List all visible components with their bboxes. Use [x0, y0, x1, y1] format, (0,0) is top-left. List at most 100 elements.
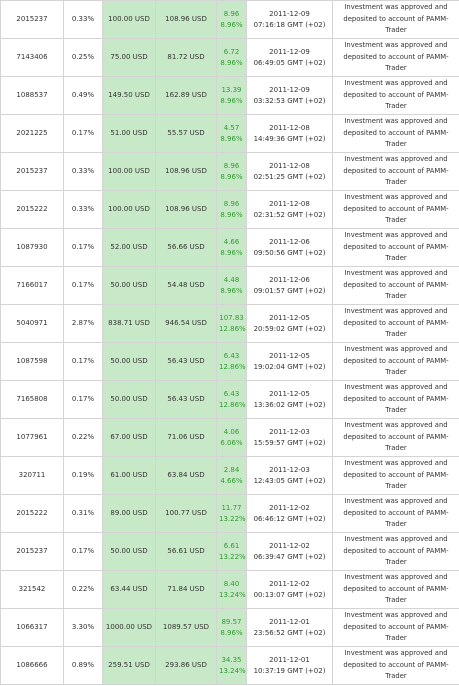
- date: 2011-12-09: [269, 85, 310, 94]
- share-cell: 3.30%: [63, 608, 103, 647]
- date: 2011-12-02: [269, 503, 310, 512]
- time: 03:32:53 GMT (+02): [253, 96, 326, 105]
- share-cell: 0.33%: [63, 0, 103, 39]
- date: 2011-12-05: [269, 389, 310, 398]
- date-cell: 2011-12-05 20:59:02 GMT (+02): [246, 304, 333, 343]
- invested-cell: 838.71 USD: [102, 304, 156, 343]
- share-cell: 0.17%: [63, 342, 103, 381]
- time: 10:37:19 GMT (+02): [253, 666, 326, 675]
- account-cell: 320711: [0, 456, 64, 495]
- result-cell: 71.06 USD: [155, 418, 217, 457]
- invested-cell: 1000.00 USD: [102, 608, 156, 647]
- share-cell: 0.31%: [63, 494, 103, 533]
- invested-cell: 63.44 USD: [102, 570, 156, 609]
- time: 06:49:05 GMT (+02): [253, 58, 326, 67]
- profit-percent: 8.96%: [220, 210, 243, 219]
- time: 00:13:07 GMT (+02): [253, 590, 326, 599]
- result-cell: 108.96 USD: [155, 190, 217, 229]
- invested-cell: 52.00 USD: [102, 228, 156, 267]
- profit-percent: 12.86%: [219, 400, 246, 409]
- invested-cell: 67.00 USD: [102, 418, 156, 457]
- invested-cell: 100.00 USD: [102, 152, 156, 191]
- account-cell: 1087598: [0, 342, 64, 381]
- profit-percent: 8.96%: [220, 96, 243, 105]
- account-cell: 2015222: [0, 494, 64, 533]
- profit: 13.39: [221, 85, 242, 94]
- time: 09:50:56 GMT (+02): [253, 248, 326, 257]
- result-cell: 1089.57 USD: [155, 608, 217, 647]
- date-cell: 2011-12-08 02:51:25 GMT (+02): [246, 152, 333, 191]
- time: 02:51:25 GMT (+02): [253, 172, 326, 181]
- profit: 4.57: [223, 123, 240, 132]
- date: 2011-12-03: [269, 427, 310, 436]
- row: 7143406 0.25% 75.00 USD 81.72 USD 6.72 8.96% 2…: [0, 38, 459, 77]
- profit-percent: 8.96%: [220, 248, 243, 257]
- invested-cell: 89.00 USD: [102, 494, 156, 533]
- profit-cell: 4.06 6.06%: [216, 418, 247, 457]
- share-cell: 0.17%: [63, 266, 103, 305]
- share-cell: 0.22%: [63, 418, 103, 457]
- profit: 2.84: [223, 465, 240, 474]
- row: 1077961 0.22% 67.00 USD 71.06 USD 4.06 6.06% 2…: [0, 418, 459, 457]
- profit: 34.35: [221, 655, 242, 664]
- profit-cell: 6.61 13.22%: [216, 532, 247, 571]
- row: 7165808 0.17% 50.00 USD 56.43 USD 6.43 12.86%…: [0, 380, 459, 419]
- row: 1087930 0.17% 52.00 USD 56.66 USD 4.66 8.96% 2…: [0, 228, 459, 267]
- share-cell: 0.25%: [63, 38, 103, 77]
- profit: 6.72: [223, 47, 240, 56]
- result-cell: 71.84 USD: [155, 570, 217, 609]
- status-cell: Investment was approved and deposited to…: [332, 608, 459, 647]
- profit: 8.96: [223, 161, 240, 170]
- result-cell: 162.89 USD: [155, 76, 217, 115]
- account-cell: 1088537: [0, 76, 64, 115]
- status-cell: Investment was approved and deposited to…: [332, 304, 459, 343]
- profit-percent: 13.22%: [219, 514, 246, 523]
- profit: 4.06: [223, 427, 240, 436]
- time: 23:56:52 GMT (+02): [253, 628, 326, 637]
- result-cell: 55.57 USD: [155, 114, 217, 153]
- result-cell: 293.86 USD: [155, 646, 217, 685]
- profit-percent: 13.22%: [219, 552, 246, 561]
- row: 321542 0.22% 63.44 USD 71.84 USD 8.40 13.24% 2…: [0, 570, 459, 609]
- date: 2011-12-02: [269, 541, 310, 550]
- profit-percent: 8.96%: [220, 58, 243, 67]
- share-cell: 0.17%: [63, 228, 103, 267]
- result-cell: 56.61 USD: [155, 532, 217, 571]
- status-cell: Investment was approved and deposited to…: [332, 380, 459, 419]
- date-cell: 2011-12-03 15:59:57 GMT (+02): [246, 418, 333, 457]
- date: 2011-12-09: [269, 9, 310, 18]
- date: 2011-12-05: [269, 351, 310, 360]
- profit-percent: 12.86%: [219, 324, 246, 333]
- row: 1066317 3.30% 1000.00 USD 1089.57 USD 89.57 8…: [0, 608, 459, 647]
- profit: 4.66: [223, 237, 240, 246]
- profit-cell: 4.66 8.96%: [216, 228, 247, 267]
- profit: 11.77: [221, 503, 242, 512]
- row: 2015222 0.31% 89.00 USD 100.77 USD 11.77 13.2…: [0, 494, 459, 533]
- row: 2015237 0.33% 100.00 USD 108.96 USD 8.96 8.96…: [0, 152, 459, 191]
- profit-cell: 8.96 8.96%: [216, 152, 247, 191]
- result-cell: 946.54 USD: [155, 304, 217, 343]
- date: 2011-12-08: [269, 199, 310, 208]
- profit-percent: 13.24%: [219, 590, 246, 599]
- date-cell: 2011-12-03 12:43:05 GMT (+02): [246, 456, 333, 495]
- profit-percent: 8.96%: [220, 20, 243, 29]
- account-cell: 1087930: [0, 228, 64, 267]
- date: 2011-12-06: [269, 237, 310, 246]
- profit-cell: 2.84 4.66%: [216, 456, 247, 495]
- status-cell: Investment was approved and deposited to…: [332, 418, 459, 457]
- profit-cell: 13.39 8.96%: [216, 76, 247, 115]
- profit-cell: 11.77 13.22%: [216, 494, 247, 533]
- time: 07:16:18 GMT (+02): [253, 20, 326, 29]
- account-cell: 1086666: [0, 646, 64, 685]
- profit-cell: 34.35 13.24%: [216, 646, 247, 685]
- date-cell: 2011-12-06 09:01:57 GMT (+02): [246, 266, 333, 305]
- profit: 6.43: [223, 389, 240, 398]
- profit-cell: 6.72 8.96%: [216, 38, 247, 77]
- profit-cell: 6.43 12.86%: [216, 342, 247, 381]
- profit: 107.83: [219, 313, 244, 322]
- date-cell: 2011-12-08 14:49:36 GMT (+02): [246, 114, 333, 153]
- row: 2015237 0.33% 100.00 USD 108.96 USD 8.96 8.96…: [0, 0, 459, 39]
- invested-cell: 100.00 USD: [102, 190, 156, 229]
